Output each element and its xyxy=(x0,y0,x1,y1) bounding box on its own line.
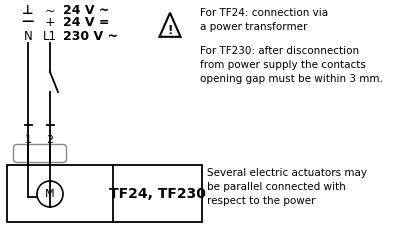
Text: —: — xyxy=(22,16,34,28)
Text: 1: 1 xyxy=(24,135,32,145)
Text: !: ! xyxy=(167,24,173,36)
Text: 24 V ~: 24 V ~ xyxy=(63,5,110,17)
Text: 24 V =: 24 V = xyxy=(63,16,110,28)
Text: ⊥: ⊥ xyxy=(22,5,34,17)
Text: Several electric actuators may
be parallel connected with
respect to the power: Several electric actuators may be parall… xyxy=(207,168,367,206)
Text: 2: 2 xyxy=(46,135,54,145)
Text: L1: L1 xyxy=(43,30,57,43)
Text: M: M xyxy=(45,189,55,199)
Text: For TF230: after disconnection
from power supply the contacts
opening gap must b: For TF230: after disconnection from powe… xyxy=(200,46,383,84)
Bar xyxy=(7,165,202,222)
Text: N: N xyxy=(24,30,32,43)
Text: ~: ~ xyxy=(45,5,55,17)
Text: 230 V ~: 230 V ~ xyxy=(63,30,118,43)
Text: For TF24: connection via
a power transformer: For TF24: connection via a power transfo… xyxy=(200,8,328,32)
Text: +: + xyxy=(45,16,55,28)
Text: TF24, TF230: TF24, TF230 xyxy=(109,187,206,201)
